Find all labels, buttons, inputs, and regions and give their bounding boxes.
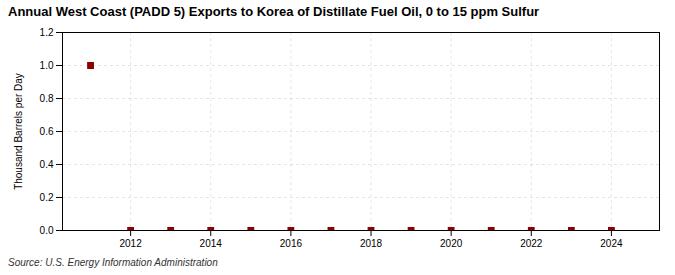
svg-text:0.2: 0.2 [40, 192, 54, 203]
svg-text:2018: 2018 [360, 238, 383, 249]
svg-text:2012: 2012 [119, 238, 142, 249]
svg-text:0.4: 0.4 [40, 159, 54, 170]
html-text:Annual West Coast (PADD 5) Exp: Annual West Coast (PADD 5) Exports to Ko… [8, 4, 540, 19]
svg-text:Thousand Barrels per Day: Thousand Barrels per Day [13, 73, 24, 190]
html-text:Source: U.S. Energy Informatio: Source: U.S. Energy Information Administ… [8, 257, 218, 268]
svg-text:0.6: 0.6 [40, 126, 54, 137]
svg-text:2014: 2014 [200, 238, 223, 249]
svg-text:0.0: 0.0 [40, 225, 54, 236]
svg-text:2024: 2024 [600, 238, 623, 249]
svg-text:2022: 2022 [520, 238, 543, 249]
svg-text:2020: 2020 [440, 238, 463, 249]
svg-text:0.8: 0.8 [40, 93, 54, 104]
svg-text:1.0: 1.0 [40, 60, 54, 71]
svg-text:2016: 2016 [280, 238, 303, 249]
svg-text:1.2: 1.2 [40, 27, 54, 38]
